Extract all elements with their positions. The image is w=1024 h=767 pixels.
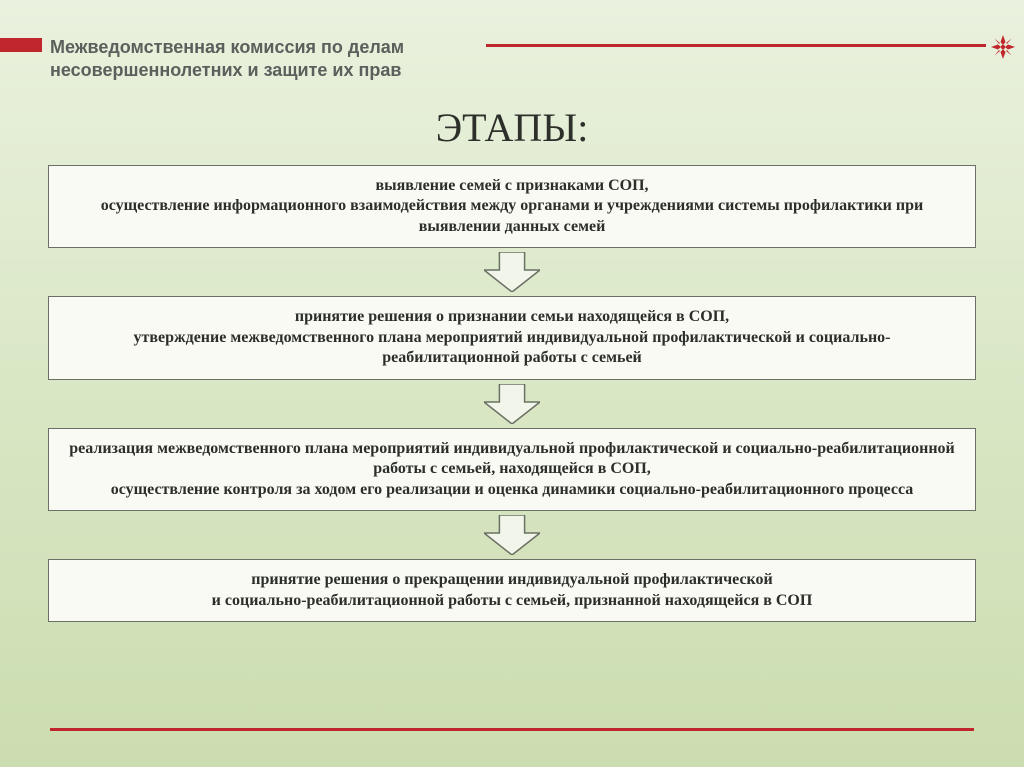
stage-line: осуществление контроля за ходом его реал…: [67, 480, 957, 500]
stage-line: утверждение межведомственного плана меро…: [67, 328, 957, 369]
stage-line: выявление семей с признаками СОП,: [67, 176, 957, 196]
stages-flow: выявление семей с признаками СОП,осущест…: [48, 165, 976, 622]
ornament-icon: [990, 34, 1016, 60]
stage-box: принятие решения о прекращении индивидуа…: [48, 559, 976, 622]
stage-box: реализация межведомственного плана мероп…: [48, 428, 976, 511]
stage-box: выявление семей с признаками СОП,осущест…: [48, 165, 976, 248]
accent-block-left: [0, 38, 42, 52]
page-title: ЭТАПЫ:: [0, 104, 1024, 151]
stage-line: осуществление информационного взаимодейс…: [67, 196, 957, 237]
stage-line: принятие решения о признании семьи наход…: [67, 307, 957, 327]
header-subtitle: Межведомственная комиссия по делам несов…: [50, 36, 470, 81]
accent-line-bottom: [50, 728, 974, 731]
stage-line: принятие решения о прекращении индивидуа…: [67, 570, 957, 590]
stage-line: реализация межведомственного плана мероп…: [67, 439, 957, 480]
stage-line: и социально-реабилитационной работы с се…: [67, 591, 957, 611]
down-arrow-icon: [484, 382, 540, 426]
stage-box: принятие решения о признании семьи наход…: [48, 296, 976, 379]
down-arrow-icon: [484, 250, 540, 294]
accent-line-right: [486, 44, 986, 47]
down-arrow-icon: [484, 513, 540, 557]
